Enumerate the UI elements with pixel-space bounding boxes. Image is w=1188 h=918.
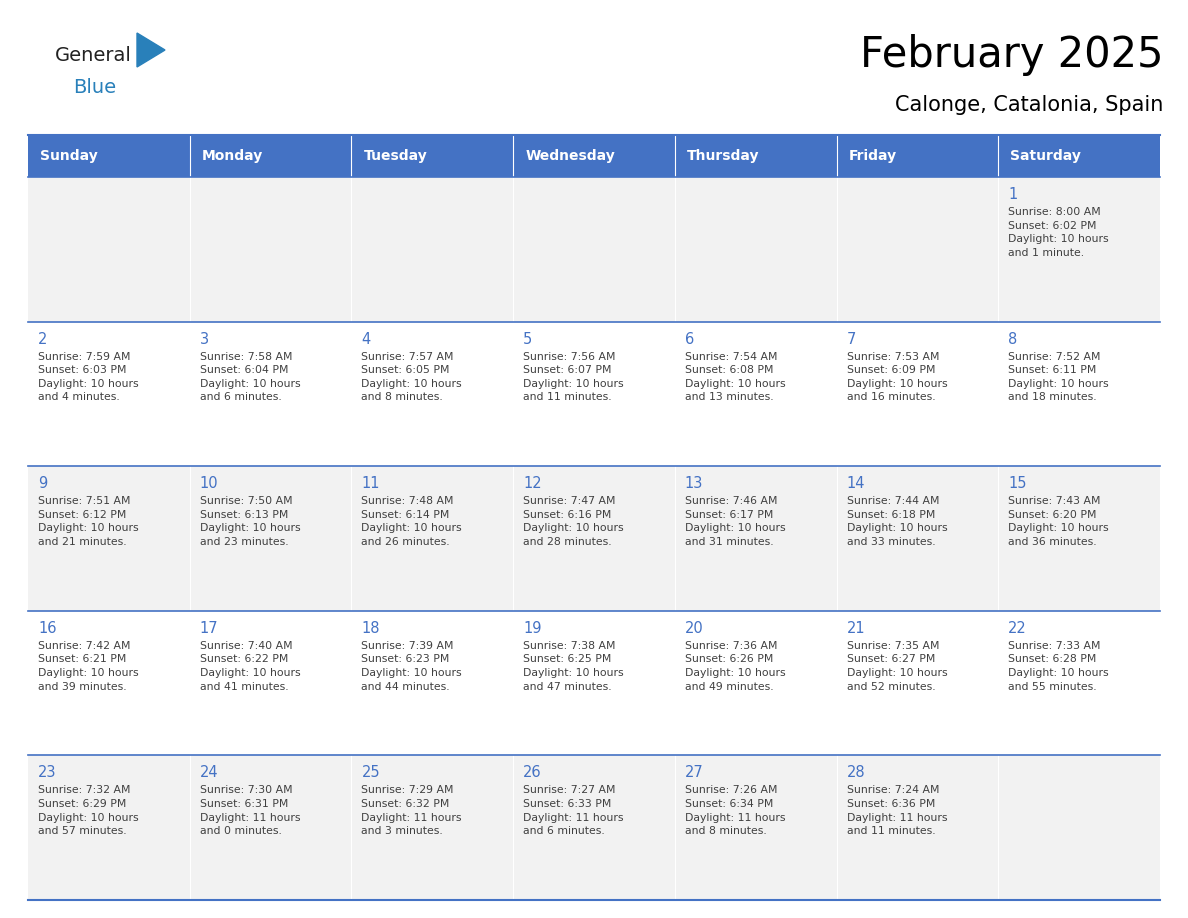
Text: Sunrise: 7:42 AM
Sunset: 6:21 PM
Daylight: 10 hours
and 39 minutes.: Sunrise: 7:42 AM Sunset: 6:21 PM Dayligh…: [38, 641, 139, 691]
Text: Sunrise: 7:47 AM
Sunset: 6:16 PM
Daylight: 10 hours
and 28 minutes.: Sunrise: 7:47 AM Sunset: 6:16 PM Dayligh…: [523, 497, 624, 547]
Text: 22: 22: [1009, 621, 1028, 636]
Text: Sunrise: 7:50 AM
Sunset: 6:13 PM
Daylight: 10 hours
and 23 minutes.: Sunrise: 7:50 AM Sunset: 6:13 PM Dayligh…: [200, 497, 301, 547]
Bar: [29, 610, 1159, 756]
Text: 23: 23: [38, 766, 57, 780]
Text: Sunrise: 7:26 AM
Sunset: 6:34 PM
Daylight: 11 hours
and 8 minutes.: Sunrise: 7:26 AM Sunset: 6:34 PM Dayligh…: [684, 786, 785, 836]
Text: Sunrise: 7:54 AM
Sunset: 6:08 PM
Daylight: 10 hours
and 13 minutes.: Sunrise: 7:54 AM Sunset: 6:08 PM Dayligh…: [684, 352, 785, 402]
Text: 5: 5: [523, 331, 532, 347]
Bar: [998, 135, 1159, 177]
Text: Tuesday: Tuesday: [364, 149, 428, 163]
Text: Sunrise: 7:40 AM
Sunset: 6:22 PM
Daylight: 10 hours
and 41 minutes.: Sunrise: 7:40 AM Sunset: 6:22 PM Dayligh…: [200, 641, 301, 691]
Polygon shape: [137, 33, 165, 67]
Text: 18: 18: [361, 621, 380, 636]
Bar: [29, 466, 1159, 610]
Text: 2: 2: [38, 331, 48, 347]
Text: 6: 6: [684, 331, 694, 347]
Text: 13: 13: [684, 476, 703, 491]
Text: 20: 20: [684, 621, 703, 636]
Bar: [29, 177, 1159, 321]
Bar: [675, 135, 836, 177]
Text: Sunrise: 7:27 AM
Sunset: 6:33 PM
Daylight: 11 hours
and 6 minutes.: Sunrise: 7:27 AM Sunset: 6:33 PM Dayligh…: [523, 786, 624, 836]
Text: Sunrise: 7:56 AM
Sunset: 6:07 PM
Daylight: 10 hours
and 11 minutes.: Sunrise: 7:56 AM Sunset: 6:07 PM Dayligh…: [523, 352, 624, 402]
Text: 9: 9: [38, 476, 48, 491]
Text: 3: 3: [200, 331, 209, 347]
Text: Sunrise: 7:59 AM
Sunset: 6:03 PM
Daylight: 10 hours
and 4 minutes.: Sunrise: 7:59 AM Sunset: 6:03 PM Dayligh…: [38, 352, 139, 402]
Text: February 2025: February 2025: [859, 34, 1163, 76]
Bar: [29, 135, 190, 177]
Text: Sunday: Sunday: [40, 149, 97, 163]
Text: Sunrise: 8:00 AM
Sunset: 6:02 PM
Daylight: 10 hours
and 1 minute.: Sunrise: 8:00 AM Sunset: 6:02 PM Dayligh…: [1009, 207, 1108, 258]
Text: 15: 15: [1009, 476, 1026, 491]
Text: 16: 16: [38, 621, 57, 636]
Text: 4: 4: [361, 331, 371, 347]
Text: General: General: [55, 46, 132, 64]
Text: Saturday: Saturday: [1010, 149, 1081, 163]
Bar: [29, 756, 1159, 900]
Text: 21: 21: [847, 621, 865, 636]
Bar: [513, 135, 675, 177]
Text: 28: 28: [847, 766, 865, 780]
Text: Sunrise: 7:36 AM
Sunset: 6:26 PM
Daylight: 10 hours
and 49 minutes.: Sunrise: 7:36 AM Sunset: 6:26 PM Dayligh…: [684, 641, 785, 691]
Text: Sunrise: 7:38 AM
Sunset: 6:25 PM
Daylight: 10 hours
and 47 minutes.: Sunrise: 7:38 AM Sunset: 6:25 PM Dayligh…: [523, 641, 624, 691]
Text: 7: 7: [847, 331, 855, 347]
Text: Sunrise: 7:44 AM
Sunset: 6:18 PM
Daylight: 10 hours
and 33 minutes.: Sunrise: 7:44 AM Sunset: 6:18 PM Dayligh…: [847, 497, 947, 547]
Bar: [29, 321, 1159, 466]
Text: Sunrise: 7:51 AM
Sunset: 6:12 PM
Daylight: 10 hours
and 21 minutes.: Sunrise: 7:51 AM Sunset: 6:12 PM Dayligh…: [38, 497, 139, 547]
Text: Friday: Friday: [848, 149, 897, 163]
Text: Sunrise: 7:24 AM
Sunset: 6:36 PM
Daylight: 11 hours
and 11 minutes.: Sunrise: 7:24 AM Sunset: 6:36 PM Dayligh…: [847, 786, 947, 836]
Text: Sunrise: 7:29 AM
Sunset: 6:32 PM
Daylight: 11 hours
and 3 minutes.: Sunrise: 7:29 AM Sunset: 6:32 PM Dayligh…: [361, 786, 462, 836]
Text: 17: 17: [200, 621, 219, 636]
Text: Sunrise: 7:53 AM
Sunset: 6:09 PM
Daylight: 10 hours
and 16 minutes.: Sunrise: 7:53 AM Sunset: 6:09 PM Dayligh…: [847, 352, 947, 402]
Text: 27: 27: [684, 766, 703, 780]
Text: 10: 10: [200, 476, 219, 491]
Bar: [190, 135, 352, 177]
Text: Sunrise: 7:35 AM
Sunset: 6:27 PM
Daylight: 10 hours
and 52 minutes.: Sunrise: 7:35 AM Sunset: 6:27 PM Dayligh…: [847, 641, 947, 691]
Text: Blue: Blue: [72, 77, 116, 96]
Text: Sunrise: 7:57 AM
Sunset: 6:05 PM
Daylight: 10 hours
and 8 minutes.: Sunrise: 7:57 AM Sunset: 6:05 PM Dayligh…: [361, 352, 462, 402]
Text: Calonge, Catalonia, Spain: Calonge, Catalonia, Spain: [895, 95, 1163, 115]
Text: Thursday: Thursday: [687, 149, 759, 163]
Bar: [352, 135, 513, 177]
Text: Sunrise: 7:58 AM
Sunset: 6:04 PM
Daylight: 10 hours
and 6 minutes.: Sunrise: 7:58 AM Sunset: 6:04 PM Dayligh…: [200, 352, 301, 402]
Text: Wednesday: Wednesday: [525, 149, 615, 163]
Text: 14: 14: [847, 476, 865, 491]
Text: 11: 11: [361, 476, 380, 491]
Text: Sunrise: 7:39 AM
Sunset: 6:23 PM
Daylight: 10 hours
and 44 minutes.: Sunrise: 7:39 AM Sunset: 6:23 PM Dayligh…: [361, 641, 462, 691]
Text: Monday: Monday: [202, 149, 263, 163]
Text: Sunrise: 7:30 AM
Sunset: 6:31 PM
Daylight: 11 hours
and 0 minutes.: Sunrise: 7:30 AM Sunset: 6:31 PM Dayligh…: [200, 786, 301, 836]
Text: Sunrise: 7:43 AM
Sunset: 6:20 PM
Daylight: 10 hours
and 36 minutes.: Sunrise: 7:43 AM Sunset: 6:20 PM Dayligh…: [1009, 497, 1108, 547]
Bar: [836, 135, 998, 177]
Text: Sunrise: 7:32 AM
Sunset: 6:29 PM
Daylight: 10 hours
and 57 minutes.: Sunrise: 7:32 AM Sunset: 6:29 PM Dayligh…: [38, 786, 139, 836]
Text: 1: 1: [1009, 187, 1018, 202]
Text: Sunrise: 7:48 AM
Sunset: 6:14 PM
Daylight: 10 hours
and 26 minutes.: Sunrise: 7:48 AM Sunset: 6:14 PM Dayligh…: [361, 497, 462, 547]
Text: 24: 24: [200, 766, 219, 780]
Text: 12: 12: [523, 476, 542, 491]
Text: Sunrise: 7:46 AM
Sunset: 6:17 PM
Daylight: 10 hours
and 31 minutes.: Sunrise: 7:46 AM Sunset: 6:17 PM Dayligh…: [684, 497, 785, 547]
Text: 25: 25: [361, 766, 380, 780]
Text: 19: 19: [523, 621, 542, 636]
Text: Sunrise: 7:52 AM
Sunset: 6:11 PM
Daylight: 10 hours
and 18 minutes.: Sunrise: 7:52 AM Sunset: 6:11 PM Dayligh…: [1009, 352, 1108, 402]
Text: Sunrise: 7:33 AM
Sunset: 6:28 PM
Daylight: 10 hours
and 55 minutes.: Sunrise: 7:33 AM Sunset: 6:28 PM Dayligh…: [1009, 641, 1108, 691]
Text: 26: 26: [523, 766, 542, 780]
Text: 8: 8: [1009, 331, 1018, 347]
